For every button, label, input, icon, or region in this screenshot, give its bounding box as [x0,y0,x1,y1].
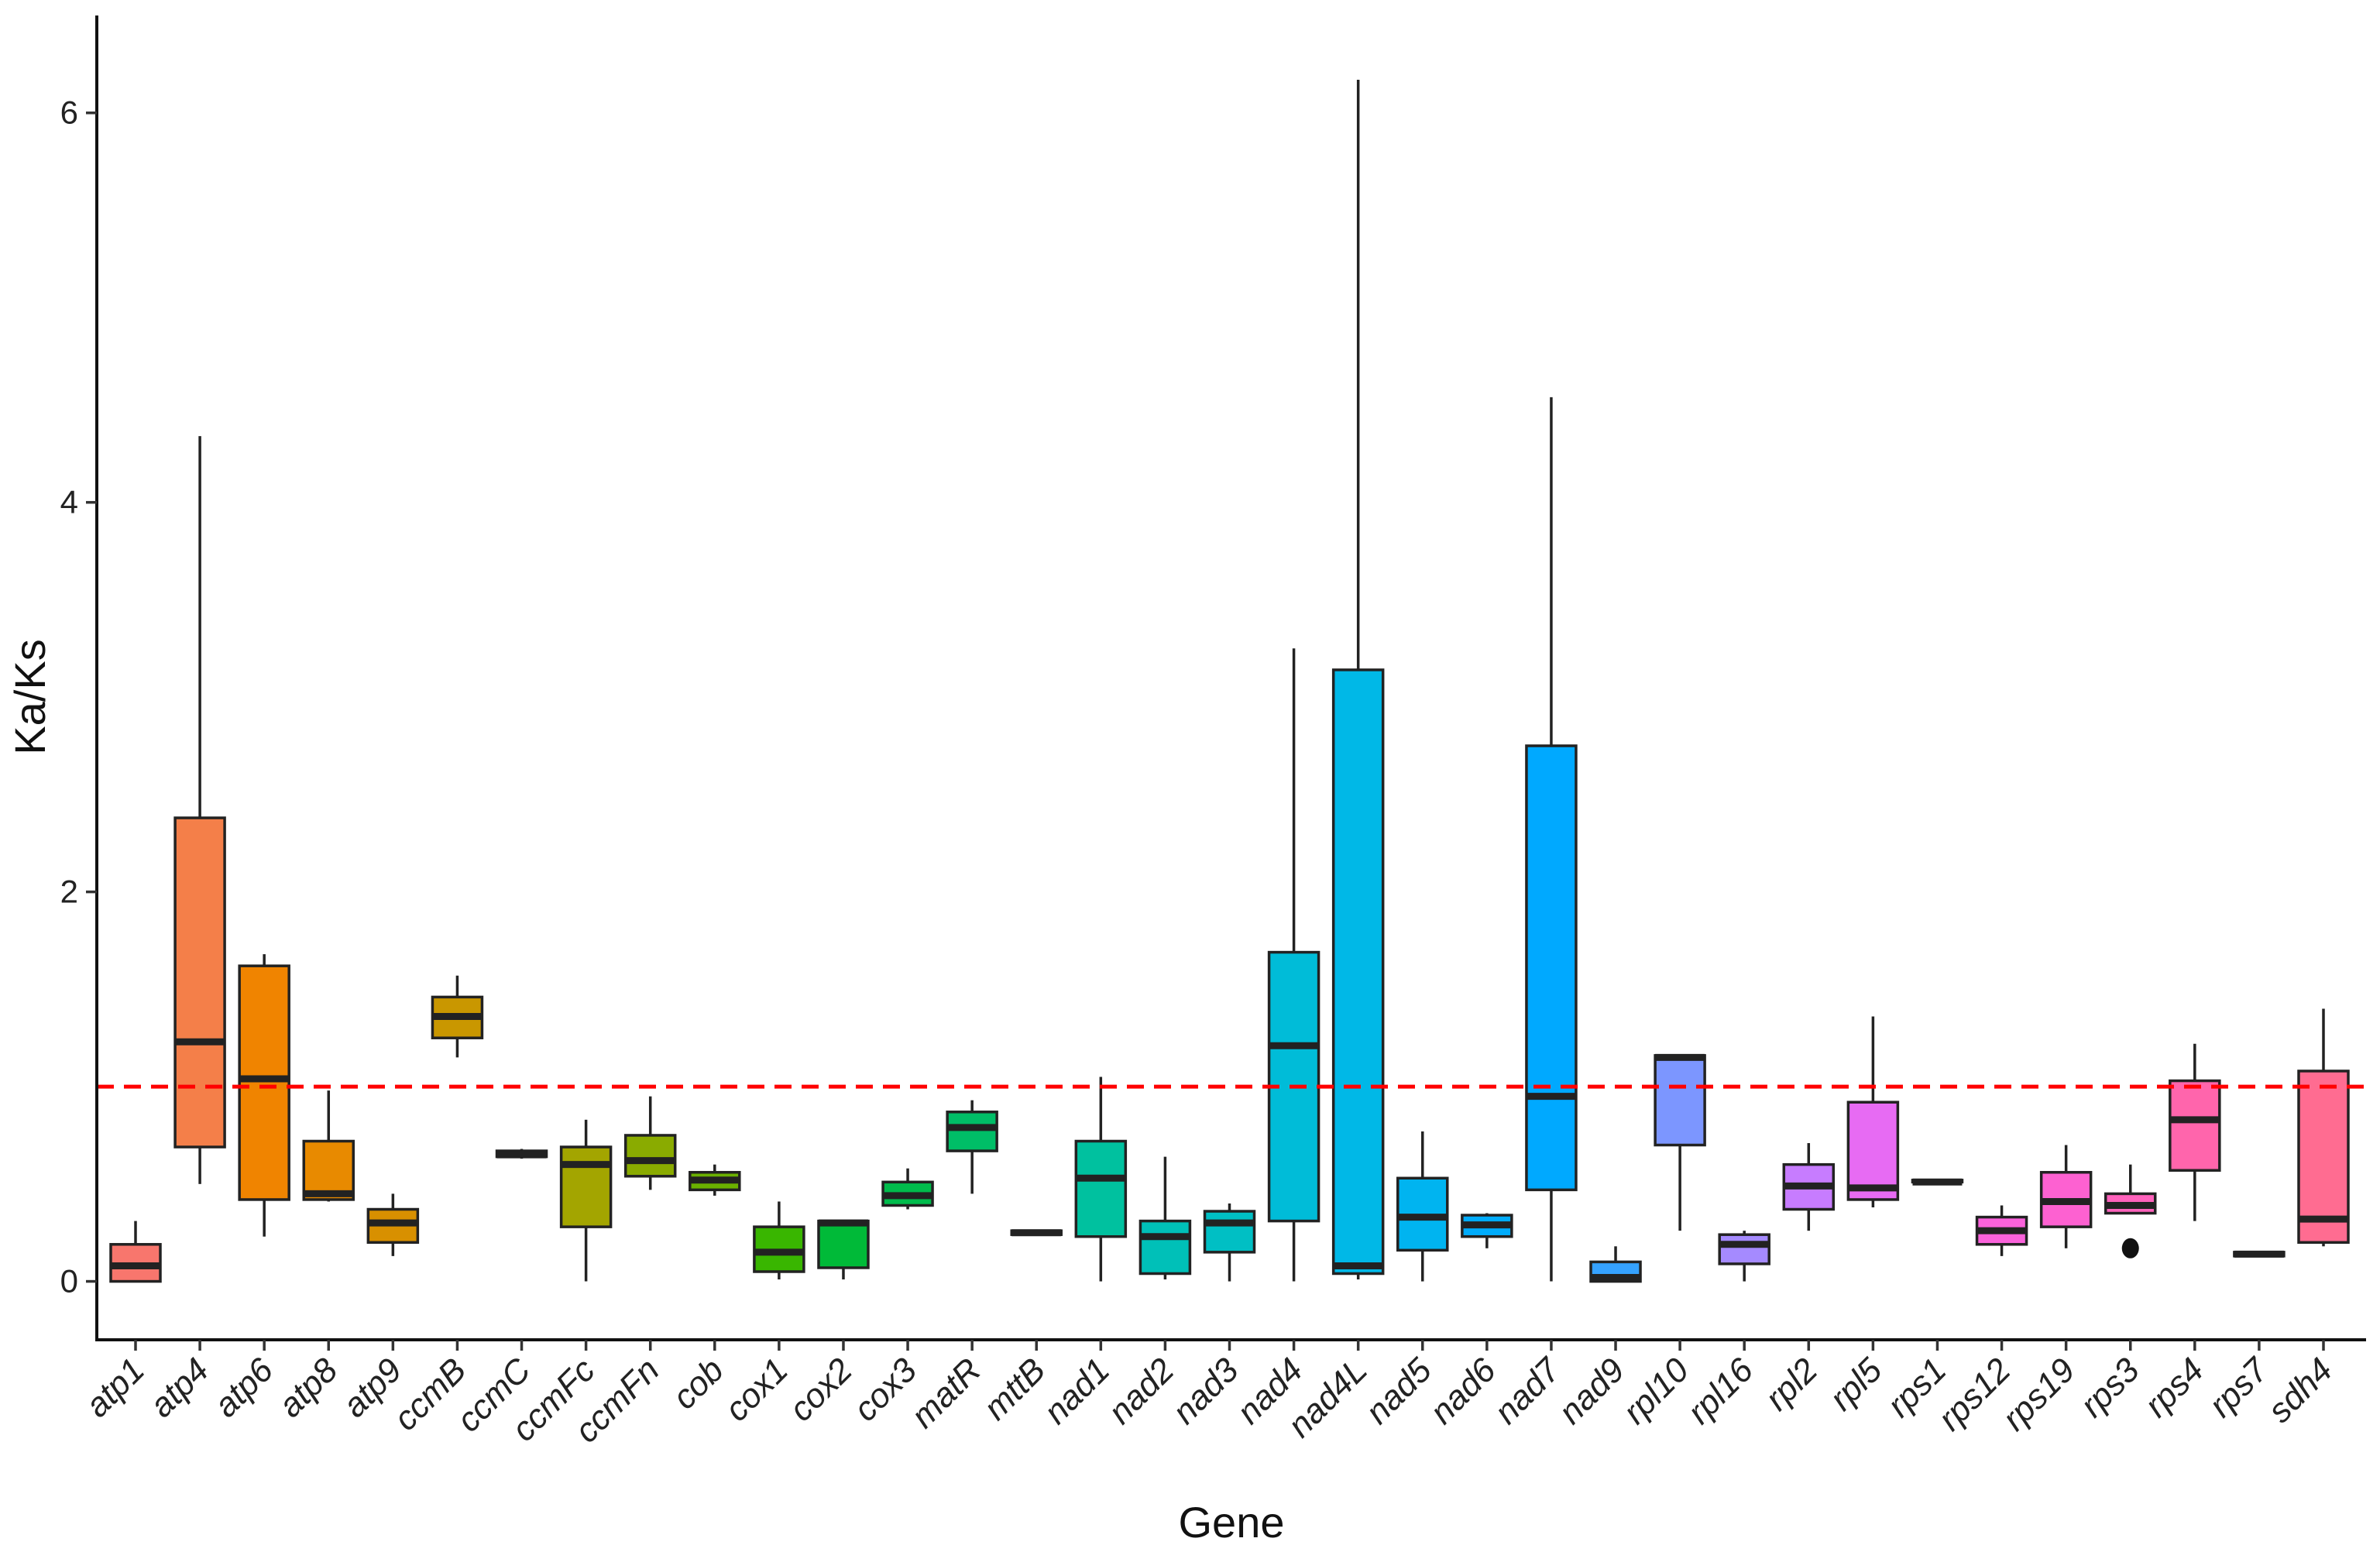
box-nad7 [1525,397,1578,1282]
box-iqr [1074,1139,1128,1238]
y-axis-title: Ka/Ks [5,639,54,754]
x-axis-ticks: atp1atp4atp6atp8atp9ccmBccmCccmFcccmFnco… [78,1340,2340,1450]
x-tick-label: cob [665,1351,731,1416]
x-tick-label: nad2 [1101,1351,1182,1431]
x-tick-label: rpl16 [1680,1351,1760,1431]
box-iqr [1718,1233,1770,1265]
x-tick-label: nad3 [1166,1351,1246,1431]
box-ccmB [431,975,484,1058]
box-nad6 [1461,1213,1513,1248]
box-rpl2 [1782,1143,1836,1231]
x-tick-label: rps3 [2073,1351,2148,1425]
box-nad4 [1267,648,1321,1282]
box-iqr [1331,668,1385,1276]
box-atp1 [109,1221,162,1283]
box-iqr [1203,1210,1256,1254]
x-tick-label: nad7 [1487,1350,1568,1431]
x-tick-label: sdh4 [2261,1351,2340,1430]
x-tick-label: atp1 [78,1351,152,1424]
box-iqr [302,1139,355,1201]
x-tick-label: rps12 [1931,1351,2018,1437]
y-tick-label: 2 [60,874,78,910]
y-axis-ticks: 0 2 4 6 [60,94,97,1300]
box-rps19 [2039,1145,2093,1248]
box-rpl5 [1846,1016,1900,1207]
box-iqr [1846,1100,1900,1201]
x-tick-label: rps19 [1995,1351,2082,1437]
x-tick-label: atp8 [271,1351,345,1425]
box-rps4 [2169,1043,2221,1221]
box-rps3 [2104,1164,2157,1258]
box-atp6 [238,954,290,1237]
x-tick-label: rps7 [2202,1350,2276,1424]
x-tick-label: nad9 [1551,1351,1632,1431]
box-cob [689,1164,741,1196]
box-nad1 [1074,1076,1128,1282]
x-axis-title: Gene [1179,1498,1285,1547]
box-cox1 [753,1201,805,1280]
box-rpl10 [1654,1053,1706,1231]
box-ccmFn [623,1096,677,1190]
box-iqr [2169,1079,2221,1172]
box-iqr [623,1134,677,1178]
box-iqr [1138,1219,1192,1276]
x-tick-label: rps4 [2138,1351,2211,1424]
x-tick-label: mttB [977,1351,1053,1427]
box-atp8 [302,1090,355,1202]
box-iqr [1654,1054,1706,1147]
x-tick-label: atp6 [207,1351,281,1425]
box-nad9 [1589,1246,1642,1283]
x-tick-label: matR [904,1351,988,1435]
x-tick-label: nad6 [1423,1351,1503,1431]
outlier-point [2121,1238,2139,1258]
box-rps1 [1911,1178,1964,1186]
x-tick-label: nad5 [1358,1351,1439,1431]
box-atp9 [366,1193,420,1256]
x-tick-label: cox1 [718,1351,795,1428]
box-nad2 [1138,1156,1192,1280]
x-tick-label: rpl2 [1758,1351,1825,1418]
boxes-layer [109,79,2350,1283]
box-iqr [559,1145,613,1228]
x-tick-label: atp4 [143,1351,216,1424]
box-rps12 [1975,1205,2028,1256]
box-matR [946,1100,998,1194]
x-tick-label: rpl10 [1616,1351,1696,1431]
y-tick-label: 0 [60,1263,78,1300]
x-tick-label: ccmB [386,1351,473,1437]
box-atp4 [173,436,226,1184]
box-sdh4 [2297,1008,2350,1247]
box-ccmFc [559,1119,613,1282]
x-tick-label: rpl5 [1822,1351,1890,1418]
box-mttB [1010,1229,1063,1237]
box-cox2 [817,1219,870,1280]
box-ccmC [495,1149,548,1159]
box-iqr [238,964,290,1201]
box-iqr [1525,744,1578,1192]
box-cox3 [881,1168,934,1210]
box-rps7 [2233,1250,2286,1258]
box-nad3 [1203,1203,1256,1282]
box-iqr [817,1219,870,1269]
x-tick-label: cox2 [782,1351,860,1428]
x-tick-label: nad1 [1037,1351,1118,1431]
box-nad5 [1396,1131,1449,1282]
box-rpl16 [1718,1231,1770,1282]
box-iqr [946,1111,998,1152]
box-iqr [2297,1070,2350,1245]
box-nad4L [1331,79,1385,1280]
y-tick-label: 4 [60,484,78,520]
box-iqr [173,816,226,1149]
y-tick-label: 6 [60,94,78,131]
